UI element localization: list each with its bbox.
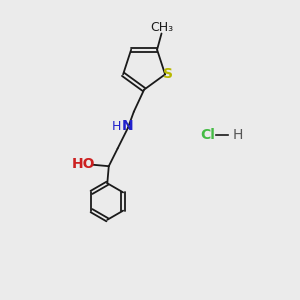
Text: HO: HO <box>72 157 95 171</box>
Text: S: S <box>163 68 173 81</box>
Text: CH₃: CH₃ <box>150 20 173 34</box>
Text: H: H <box>232 128 243 142</box>
Text: Cl: Cl <box>200 128 215 142</box>
Text: H: H <box>112 120 122 133</box>
Text: N: N <box>122 119 134 134</box>
